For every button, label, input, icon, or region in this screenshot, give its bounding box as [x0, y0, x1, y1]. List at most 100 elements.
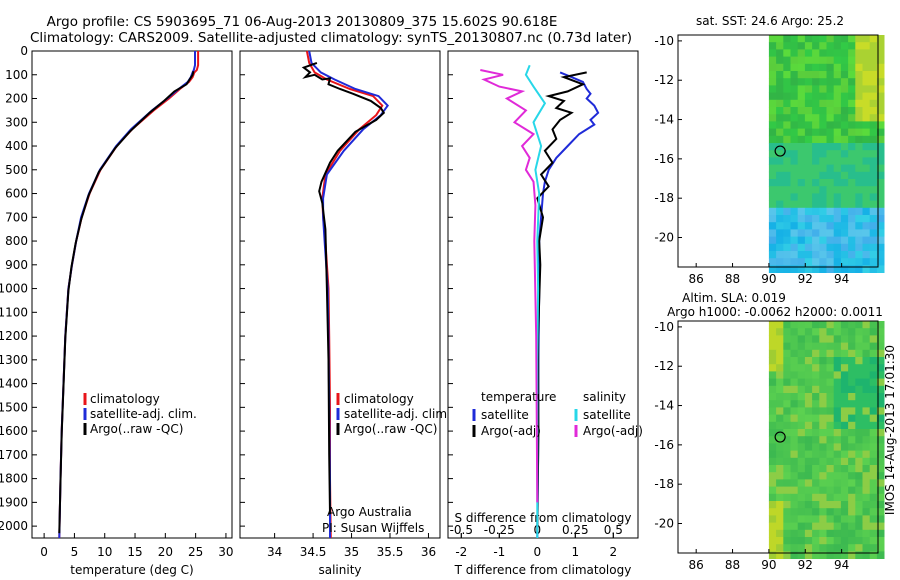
- map-cell: [776, 508, 784, 516]
- map-cell: [797, 378, 806, 387]
- map-cell: [776, 349, 784, 358]
- map-cell: [840, 443, 849, 451]
- map-cell: [812, 357, 820, 365]
- map-cell: [783, 243, 791, 252]
- map-cell: [812, 522, 820, 531]
- map-cell: [776, 251, 784, 259]
- map-cell: [776, 385, 784, 394]
- map-cell: [855, 150, 863, 158]
- map-cell: [790, 35, 799, 43]
- map-cell: [783, 99, 791, 108]
- map-cell: [790, 378, 799, 387]
- map-cell: [819, 429, 827, 437]
- map-cell: [812, 335, 820, 343]
- map-cell: [776, 121, 784, 129]
- x-tick-label: 35.5: [377, 545, 404, 559]
- map-cell: [768, 378, 777, 387]
- map-cell: [840, 92, 849, 101]
- map-cell: [840, 193, 849, 201]
- map-cell: [833, 357, 842, 365]
- legend-label: Argo(..raw -QC): [90, 422, 183, 436]
- map-cell: [812, 215, 820, 223]
- x-tick-label: 2: [609, 545, 617, 559]
- map-cell: [869, 193, 878, 201]
- map-cell: [768, 364, 777, 372]
- map-cell: [819, 121, 827, 129]
- map-cell: [790, 537, 799, 545]
- map-cell: [804, 193, 813, 201]
- map-cell: [812, 349, 820, 358]
- map-cell: [840, 150, 849, 158]
- map-cell: [869, 385, 878, 394]
- legend-label: Argo(-adj): [481, 424, 541, 438]
- map-cell: [876, 342, 885, 351]
- map-cell: [869, 63, 878, 72]
- map-cell: [862, 215, 871, 223]
- map-cell: [804, 486, 813, 495]
- map-cell: [840, 207, 849, 216]
- map-cell: [833, 186, 842, 194]
- map-cell: [797, 121, 806, 129]
- map-cell: [876, 193, 885, 201]
- map-cell: [826, 215, 835, 223]
- map-cell: [826, 436, 835, 444]
- map-cell: [876, 128, 885, 137]
- map-cell: [840, 78, 849, 86]
- map-cell: [804, 400, 813, 408]
- map-cell: [840, 537, 849, 545]
- map-cell: [855, 393, 863, 401]
- map-cell: [833, 414, 842, 423]
- plot-frame: [447, 50, 639, 539]
- map-cell: [768, 443, 777, 451]
- map-cell: [768, 114, 777, 122]
- map-cell: [819, 501, 827, 509]
- map-cell: [862, 207, 871, 216]
- map-cell: [833, 150, 842, 158]
- map-cell: [819, 171, 827, 180]
- map-cell: [768, 385, 777, 394]
- map-cell: [862, 171, 871, 180]
- map-cell: [826, 207, 835, 216]
- map-cell: [819, 114, 827, 122]
- map-cell: [812, 265, 820, 273]
- map-cell: [826, 171, 835, 180]
- map-cell: [790, 501, 799, 509]
- map-cell: [776, 114, 784, 122]
- map-cell: [848, 486, 856, 495]
- map-cell: [826, 349, 835, 358]
- map-cell: [826, 265, 835, 273]
- map-cell: [812, 157, 820, 165]
- map-cell: [855, 258, 863, 266]
- map-cell: [848, 207, 856, 216]
- map-cell: [790, 121, 799, 129]
- map-cell: [876, 407, 885, 415]
- map-cell: [826, 236, 835, 245]
- map-cell: [768, 63, 777, 72]
- map-cell: [812, 421, 820, 430]
- y-tick-label: 1500: [0, 400, 28, 414]
- map-cell: [869, 328, 878, 336]
- map-cell: [826, 385, 835, 394]
- map-cell: [826, 193, 835, 201]
- map-x-tick-label: 88: [725, 558, 740, 572]
- map-cell: [790, 493, 799, 502]
- map-cell: [826, 551, 835, 559]
- map-cell: [840, 229, 849, 237]
- map-cell: [876, 385, 885, 394]
- map-cell: [804, 421, 813, 430]
- map-cell: [768, 421, 777, 430]
- map-cell: [776, 414, 784, 423]
- map-cell: [862, 135, 871, 144]
- map-cell: [783, 421, 791, 430]
- map-cell: [826, 56, 835, 65]
- map-cell: [768, 328, 777, 336]
- map-cell: [862, 128, 871, 137]
- map-cell: [840, 479, 849, 487]
- map-cell: [855, 321, 863, 329]
- x-axis-label: T difference from climatology: [454, 563, 632, 577]
- map-cell: [848, 349, 856, 358]
- map-cell: [790, 479, 799, 487]
- map-cell: [783, 56, 791, 65]
- map-cell: [776, 150, 784, 158]
- series-line: [480, 69, 539, 503]
